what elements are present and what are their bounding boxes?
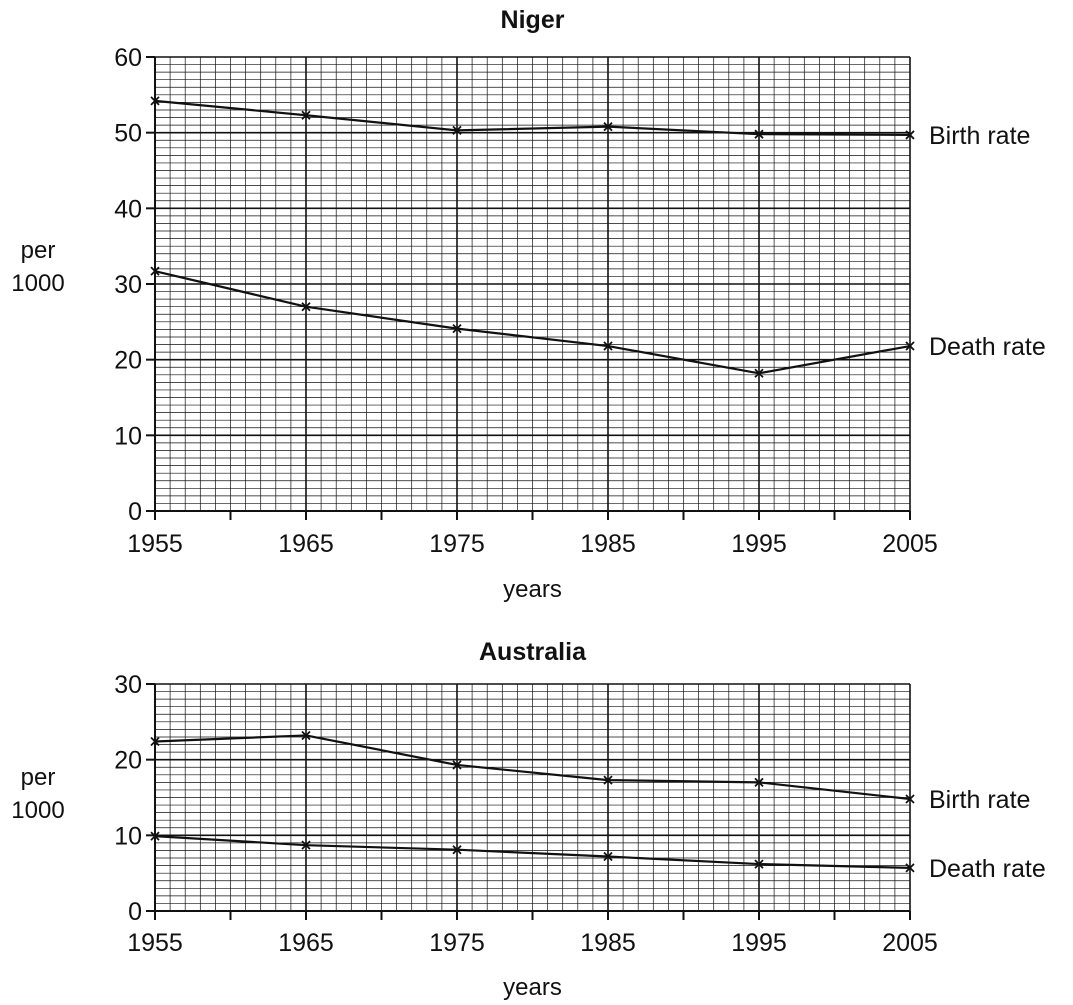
birth-rate-point [754,777,764,788]
chart-title: Australia [479,638,587,666]
x-tick-label: 1975 [429,929,485,957]
x-tick-label: 2005 [882,530,938,558]
birth-rate-point [301,110,311,120]
y-tick-label: 30 [114,671,142,699]
niger-chart: 1955 1965 1975 1985 1995 2005 0 10 20 30 40 50 60 Nig… [11,6,1045,603]
grid [154,56,911,512]
x-tick-label: 2005 [882,929,938,957]
chart-title: Niger [501,6,565,34]
birth-rate-line [154,734,911,801]
x-tick-label: 1985 [580,929,636,957]
birth-rate-point [150,96,160,106]
death-rate-point [754,859,764,869]
death-rate-line [154,270,911,375]
y-tick-label: 20 [114,747,142,775]
death-rate-point [452,845,462,855]
grid [154,683,911,912]
death-rate-label: Death rate [929,855,1046,883]
birth-rate-line [154,99,911,137]
birth-rate-point [301,730,311,741]
birth-rate-label: Birth rate [929,786,1030,814]
y-tick-label: 40 [114,195,142,223]
death-rate-series [150,266,915,378]
birth-rate-point [754,129,764,139]
x-tick-label: 1975 [429,530,485,558]
x-tick-label: 1955 [127,929,183,957]
birth-rate-series [150,730,915,804]
x-axis-label: years [503,974,562,1001]
birth-rate-point [150,736,160,747]
death-rate-series [150,831,915,873]
x-tick-label: 1995 [731,929,787,957]
y-tick-label: 30 [114,271,142,299]
australia-chart: 1955 1965 1975 1985 1995 2005 0 10 20 30 Australia… [11,638,1045,1001]
x-tick-label: 1965 [278,929,334,957]
y-tick-label: 0 [128,898,142,926]
x-tick-label: 1995 [731,530,787,558]
birth-rate-point [603,775,613,785]
y-axis-label: per [21,237,56,264]
death-rate-point [150,831,160,841]
death-rate-point [301,840,311,850]
death-rate-point [603,341,613,351]
birth-rate-series [150,96,915,140]
birth-rate-point [905,794,915,804]
x-axis-label: years [503,576,562,603]
death-rate-point [905,341,915,351]
birth-rate-point [603,121,613,132]
y-axis-label: 1000 [11,270,64,297]
y-tick-label: 50 [114,120,142,148]
birth-rate-label: Birth rate [929,122,1030,150]
y-tick-label: 10 [114,422,142,450]
y-axis-label: 1000 [11,797,64,824]
death-rate-label: Death rate [929,333,1046,361]
y-axis-label: per [21,764,56,791]
death-rate-point [603,851,613,862]
death-rate-point [754,368,764,378]
death-rate-point [150,266,160,276]
x-tick-label: 1965 [278,530,334,558]
y-tick-label: 10 [114,822,142,850]
y-tick-label: 0 [128,498,142,526]
death-rate-point [452,324,462,334]
birth-rate-point [452,760,462,770]
x-tick-label: 1955 [127,530,183,558]
birth-rate-point [905,130,915,140]
death-rate-point [301,302,311,312]
death-rate-line [154,834,911,869]
birth-rate-point [452,125,462,136]
death-rate-point [905,863,915,873]
y-tick-label: 20 [114,347,142,375]
y-tick-label: 60 [114,44,142,72]
x-tick-label: 1985 [580,530,636,558]
